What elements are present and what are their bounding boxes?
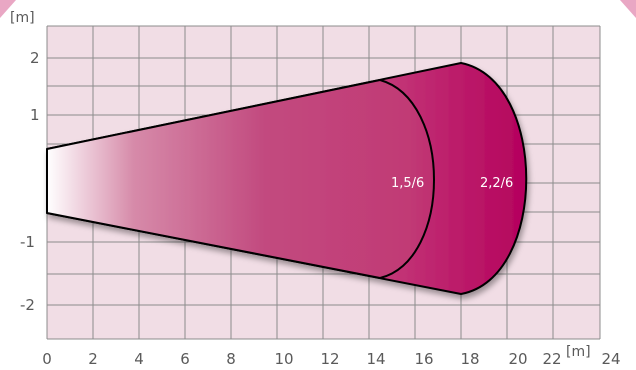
x-axis-unit: [m]: [566, 344, 591, 360]
x-tick-label: 22: [542, 350, 561, 368]
x-tick-label: 14: [366, 350, 385, 368]
y-axis-unit: [m]: [10, 10, 35, 26]
x-tick-label: 8: [226, 350, 236, 368]
x-tick-label: 10: [274, 350, 293, 368]
x-tick-label: 2: [88, 350, 98, 368]
outer-zone-label: 2,2/6: [480, 176, 513, 191]
x-tick-label: 6: [180, 350, 190, 368]
x-tick-label: 0: [42, 350, 52, 368]
x-tick-label: 16: [414, 350, 433, 368]
y-tick-label: -2: [20, 296, 35, 314]
corner-accent-right: [620, 0, 636, 18]
y-tick-label: 1: [30, 106, 40, 124]
y-tick-label: 2: [30, 49, 40, 67]
x-tick-label: 24: [601, 350, 620, 368]
x-tick-label: 20: [508, 350, 527, 368]
corner-accent-left: [0, 0, 16, 18]
x-tick-label: 12: [320, 350, 339, 368]
inner-detection-zone: [46, 79, 435, 279]
x-tick-label: 18: [460, 350, 479, 368]
detection-beam: [46, 62, 528, 295]
x-tick-label: 4: [134, 350, 144, 368]
inner-zone-label: 1,5/6: [391, 176, 424, 191]
y-tick-label: -1: [20, 233, 35, 251]
